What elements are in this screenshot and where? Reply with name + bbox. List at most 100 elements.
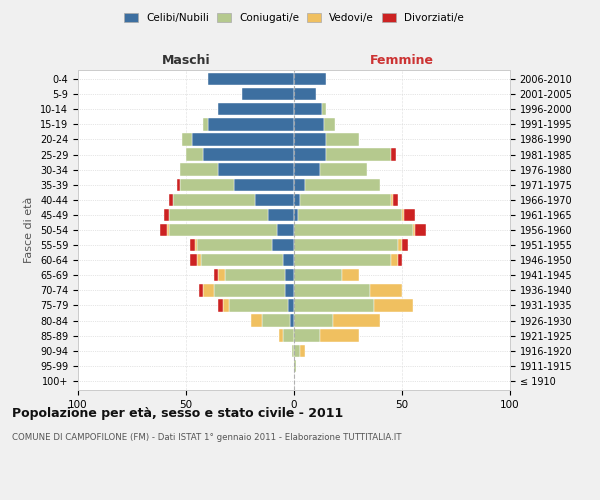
Bar [294, 284, 370, 296]
Bar [290, 314, 294, 327]
Bar [186, 148, 203, 160]
Bar [294, 314, 333, 327]
Bar [242, 88, 294, 101]
Text: COMUNE DI CAMPOFILONE (FM) - Dati ISTAT 1° gennaio 2011 - Elaborazione TUTTITALI: COMUNE DI CAMPOFILONE (FM) - Dati ISTAT … [12, 432, 401, 442]
Bar [394, 194, 398, 206]
Bar [402, 208, 404, 221]
Bar [294, 330, 320, 342]
Bar [218, 164, 294, 176]
Bar [223, 300, 229, 312]
Legend: Celibi/Nubili, Coniugati/e, Vedovi/e, Divorziati/e: Celibi/Nubili, Coniugati/e, Vedovi/e, Di… [124, 12, 464, 23]
Bar [287, 300, 294, 312]
Bar [370, 284, 402, 296]
Bar [214, 269, 218, 281]
Bar [286, 284, 294, 296]
Bar [203, 284, 214, 296]
Bar [194, 239, 197, 252]
Bar [179, 178, 233, 191]
Bar [294, 300, 374, 312]
Bar [251, 314, 262, 327]
Bar [164, 208, 169, 221]
Bar [413, 224, 415, 236]
Bar [277, 224, 294, 236]
Bar [305, 178, 380, 191]
Bar [203, 148, 294, 160]
Bar [294, 208, 298, 221]
Bar [294, 103, 322, 116]
Bar [294, 148, 326, 160]
Bar [233, 178, 294, 191]
Bar [404, 208, 415, 221]
Bar [201, 254, 283, 266]
Bar [190, 239, 194, 252]
Bar [301, 344, 305, 357]
Bar [294, 73, 326, 85]
Bar [298, 208, 402, 221]
Bar [178, 178, 179, 191]
Bar [294, 254, 391, 266]
Bar [169, 194, 173, 206]
Bar [294, 133, 326, 145]
Bar [268, 208, 294, 221]
Bar [294, 344, 301, 357]
Y-axis label: Fasce di età: Fasce di età [25, 197, 34, 263]
Bar [173, 194, 255, 206]
Bar [272, 239, 294, 252]
Bar [197, 239, 272, 252]
Bar [193, 133, 294, 145]
Bar [197, 254, 201, 266]
Bar [326, 133, 359, 145]
Bar [374, 300, 413, 312]
Bar [320, 330, 359, 342]
Bar [218, 269, 225, 281]
Bar [398, 239, 402, 252]
Bar [415, 224, 426, 236]
Bar [199, 284, 203, 296]
Bar [218, 103, 294, 116]
Bar [292, 344, 294, 357]
Bar [391, 148, 395, 160]
Bar [294, 164, 320, 176]
Bar [169, 208, 268, 221]
Bar [229, 300, 287, 312]
Bar [218, 300, 223, 312]
Bar [160, 224, 167, 236]
Bar [294, 178, 305, 191]
Text: Femmine: Femmine [370, 54, 434, 68]
Bar [333, 314, 380, 327]
Bar [255, 194, 294, 206]
Bar [179, 164, 218, 176]
Bar [203, 118, 208, 130]
Text: Popolazione per età, sesso e stato civile - 2011: Popolazione per età, sesso e stato civil… [12, 408, 343, 420]
Bar [398, 254, 402, 266]
Bar [262, 314, 290, 327]
Bar [294, 360, 296, 372]
Bar [190, 254, 197, 266]
Bar [391, 194, 394, 206]
Bar [402, 239, 409, 252]
Bar [294, 194, 301, 206]
Bar [214, 284, 286, 296]
Bar [286, 269, 294, 281]
Bar [169, 224, 277, 236]
Bar [391, 254, 398, 266]
Bar [294, 88, 316, 101]
Text: Maschi: Maschi [161, 54, 211, 68]
Bar [283, 254, 294, 266]
Bar [225, 269, 286, 281]
Bar [341, 269, 359, 281]
Bar [294, 118, 324, 130]
Bar [301, 194, 391, 206]
Bar [320, 164, 367, 176]
Bar [182, 133, 193, 145]
Bar [167, 224, 169, 236]
Bar [208, 118, 294, 130]
Bar [326, 148, 391, 160]
Bar [294, 269, 341, 281]
Bar [208, 73, 294, 85]
Bar [322, 103, 326, 116]
Bar [324, 118, 335, 130]
Bar [294, 239, 398, 252]
Bar [279, 330, 283, 342]
Bar [283, 330, 294, 342]
